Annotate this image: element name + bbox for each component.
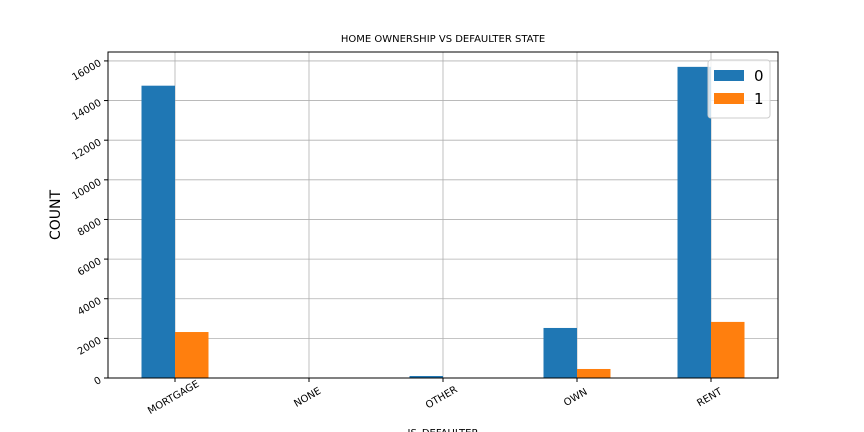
- y-tick-label: 10000: [70, 177, 103, 202]
- chart-title: HOME OWNERSHIP VS DEFAULTER STATE: [341, 34, 545, 45]
- bar: [711, 321, 745, 378]
- y-tick-label: 2000: [76, 335, 104, 357]
- x-axis-label: IS_DEFAULTER: [408, 428, 479, 432]
- x-tick-label: MORTGAGE: [146, 379, 201, 417]
- x-tick-label: NONE: [292, 386, 323, 410]
- x-tick-label: OWN: [562, 387, 589, 409]
- bar: [577, 368, 611, 378]
- legend-label: 0: [754, 67, 764, 85]
- bar: [409, 376, 443, 378]
- y-axis-label: COUNT: [48, 190, 64, 241]
- bar: [543, 327, 577, 378]
- legend-swatch: [714, 70, 744, 81]
- y-tick-label: 14000: [70, 98, 103, 123]
- legend-label: 1: [754, 90, 764, 108]
- legend: 01: [707, 59, 771, 119]
- y-tick-label: 12000: [70, 137, 103, 162]
- y-tick-label: 0: [92, 375, 103, 388]
- x-tick-label: OTHER: [424, 384, 460, 411]
- plot-frame: [107, 51, 779, 379]
- bar: [677, 66, 711, 378]
- y-tick-label: 8000: [76, 217, 104, 239]
- y-tick-label: 4000: [76, 296, 104, 318]
- y-tick-label: 6000: [76, 256, 104, 278]
- bar: [175, 332, 209, 378]
- x-tick-label: RENT: [695, 386, 725, 409]
- y-tick-label: 16000: [70, 58, 103, 83]
- legend-swatch: [714, 93, 744, 104]
- bar: [141, 85, 175, 378]
